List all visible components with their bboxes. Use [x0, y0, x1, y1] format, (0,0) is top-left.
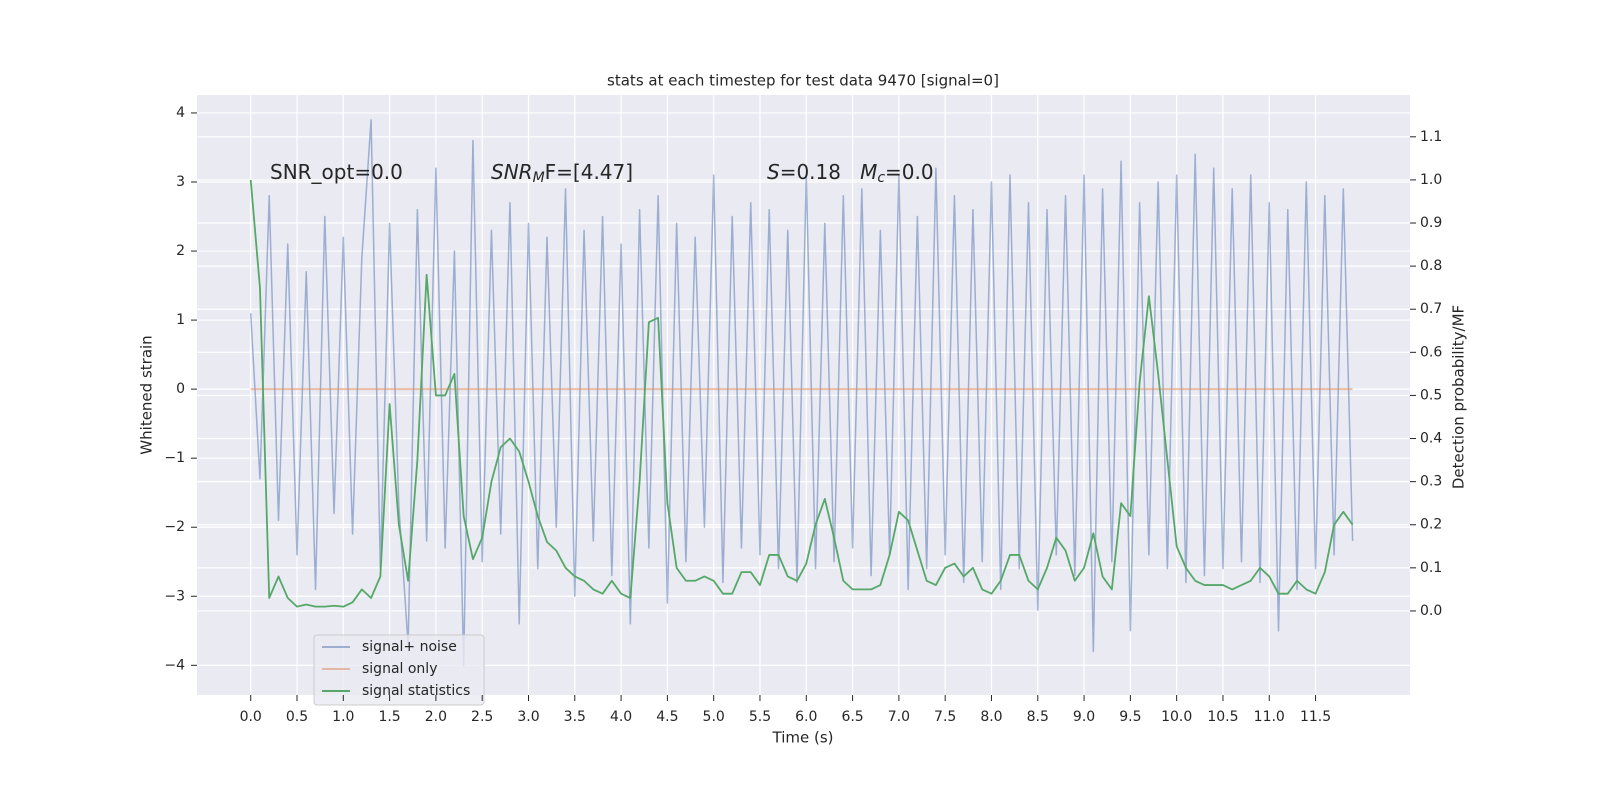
- annotation-part: M: [860, 160, 877, 184]
- x-tick-label: 10.0: [1161, 709, 1192, 725]
- annotation-part: S: [767, 160, 780, 184]
- annotation-part: =0.18: [780, 160, 860, 184]
- x-tick-label: 5.0: [703, 709, 725, 725]
- annotations: SNR_opt=0.0 SNRMF=[4.47] S=0.18 Mc=0.0: [270, 160, 934, 187]
- annotation: SNR_opt=0.0: [270, 160, 403, 184]
- annotation-part: F=[4.47]: [545, 160, 633, 184]
- x-tick-label: 8.5: [1027, 709, 1049, 725]
- y2-tick-label: 0.8: [1420, 258, 1442, 274]
- annotation: S=0.18 Mc=0.0: [767, 160, 934, 187]
- y-tick-label: 3: [176, 174, 185, 190]
- y-tick-label: 0: [176, 381, 185, 397]
- x-tick-label: 10.5: [1207, 709, 1238, 725]
- x-tick-label: 9.0: [1073, 709, 1095, 725]
- y-tick-label: 4: [176, 105, 185, 121]
- annotation-part: =0.0: [885, 160, 934, 184]
- x-tick-label: 0.5: [286, 709, 308, 725]
- x-tick-label: 4.0: [610, 709, 632, 725]
- y2-tick-label: 0.0: [1420, 603, 1442, 619]
- series-line: [249, 119, 1354, 667]
- y2-tick-label: 0.1: [1420, 560, 1442, 576]
- x-tick-label: 8.0: [980, 709, 1002, 725]
- legend-label: signal statistics: [362, 683, 470, 699]
- x-tick-label: 1.5: [378, 709, 400, 725]
- legend-label: signal only: [362, 661, 437, 677]
- y-tick-label: 1: [176, 312, 185, 328]
- x-tick-label: 2.5: [471, 709, 493, 725]
- x-tick-label: 9.5: [1119, 709, 1141, 725]
- legend: signal+ noise signal only signal statistic…: [313, 634, 485, 706]
- chart-title: stats at each timestep for test data 947…: [607, 72, 999, 90]
- y2-tick-label: 0.6: [1420, 344, 1442, 360]
- y2-tick-label: 1.1: [1420, 129, 1442, 145]
- legend-box: [313, 634, 485, 706]
- y2-tick-label: 0.2: [1420, 517, 1442, 533]
- y2-tick-label: 0.3: [1420, 474, 1442, 490]
- annotation-part: SNR: [491, 160, 533, 184]
- x-tick-label: 3.0: [517, 709, 539, 725]
- annotation-part: c: [877, 170, 885, 186]
- marks: [249, 119, 1354, 667]
- annotation-part: SNR_opt=0.0: [270, 160, 403, 184]
- y-tick-label: −4: [164, 657, 185, 673]
- x-tick-label: 2.0: [425, 709, 447, 725]
- x-tick-label: 11.5: [1300, 709, 1331, 725]
- y-tick-label: −3: [164, 588, 185, 604]
- x-tick-label: 6.0: [795, 709, 817, 725]
- legend-label: signal+ noise: [362, 639, 457, 655]
- y2-tick-label: 0.5: [1420, 387, 1442, 403]
- x-tick-label: 4.5: [656, 709, 678, 725]
- y2-tick-label: 0.7: [1420, 301, 1442, 317]
- x-tick-label: 7.5: [934, 709, 956, 725]
- y2-axis-label: Detection probability/MF: [1450, 305, 1468, 489]
- x-tick-label: 11.0: [1254, 709, 1285, 725]
- x-tick-label: 1.0: [332, 709, 354, 725]
- y-axis-label: Whitened strain: [138, 335, 156, 454]
- y-tick-label: 2: [176, 243, 185, 259]
- x-tick-label: 6.5: [841, 709, 863, 725]
- y-tick-label: −2: [164, 519, 185, 535]
- series-line: [249, 179, 1354, 608]
- y2-tick-label: 0.9: [1420, 215, 1442, 231]
- y-tick-label: −1: [164, 450, 185, 466]
- x-tick-label: 5.5: [749, 709, 771, 725]
- x-tick-label: 3.5: [564, 709, 586, 725]
- y2-tick-label: 1.0: [1420, 172, 1442, 188]
- x-tick-label: 0.0: [240, 709, 262, 725]
- annotation-part: M: [533, 170, 545, 186]
- x-tick-label: 7.0: [888, 709, 910, 725]
- x-axis-label: Time (s): [772, 729, 834, 747]
- y2-tick-label: 0.4: [1420, 431, 1442, 447]
- annotation: SNRMF=[4.47]: [491, 160, 633, 187]
